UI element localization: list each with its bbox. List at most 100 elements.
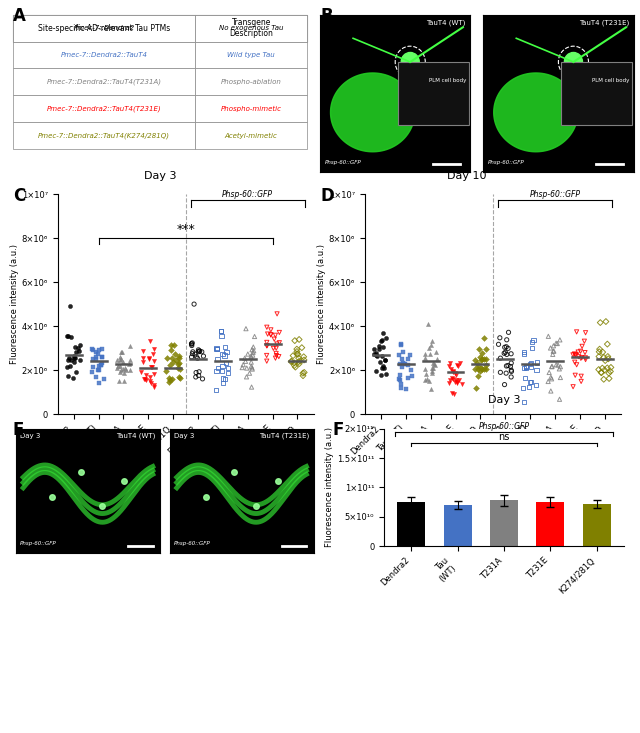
Point: [164, 372, 174, 384]
Point: [262, 340, 272, 352]
Point: [91, 352, 101, 364]
Point: [174, 350, 184, 362]
Polygon shape: [493, 73, 578, 152]
Point: [195, 345, 205, 357]
Point: [596, 367, 607, 379]
Text: Acetyl-mimetic: Acetyl-mimetic: [225, 133, 278, 139]
Point: [444, 377, 454, 389]
Text: TauT4 (WT): TauT4 (WT): [426, 19, 466, 26]
Point: [506, 357, 516, 369]
Point: [274, 350, 284, 362]
Point: [405, 350, 415, 361]
Point: [186, 338, 196, 350]
Text: Phsp-60::GFP: Phsp-60::GFP: [479, 422, 529, 431]
Point: [93, 364, 103, 376]
Point: [526, 376, 536, 388]
Point: [250, 331, 260, 342]
Polygon shape: [330, 73, 415, 152]
Point: [378, 342, 388, 353]
Point: [71, 346, 81, 358]
Point: [519, 346, 529, 358]
Point: [604, 372, 614, 384]
Point: [287, 356, 297, 367]
Circle shape: [564, 53, 582, 71]
Point: [529, 334, 539, 345]
Point: [380, 354, 390, 366]
Text: PLM cell body: PLM cell body: [429, 78, 466, 83]
Point: [269, 334, 279, 345]
Point: [556, 361, 566, 372]
Point: [576, 375, 586, 387]
Point: [519, 347, 529, 359]
Point: [481, 343, 491, 355]
Point: [369, 343, 380, 355]
Y-axis label: Fluorescence intensity (a.u.): Fluorescence intensity (a.u.): [317, 244, 326, 364]
Point: [475, 350, 485, 362]
Point: [69, 352, 79, 364]
Point: [288, 350, 298, 361]
Point: [125, 364, 135, 376]
Point: [470, 364, 480, 375]
Point: [395, 375, 405, 386]
Text: Phsp-60::GFP: Phsp-60::GFP: [529, 191, 580, 199]
Point: [147, 361, 157, 372]
Point: [372, 350, 382, 362]
Text: F: F: [333, 421, 344, 440]
Point: [450, 367, 460, 379]
Point: [118, 367, 129, 379]
Text: Day 3: Day 3: [20, 432, 41, 438]
Point: [124, 358, 134, 369]
Point: [118, 356, 129, 368]
Point: [472, 360, 483, 372]
Point: [274, 337, 284, 349]
Point: [291, 361, 301, 373]
Point: [531, 364, 541, 375]
Bar: [195, 42, 307, 68]
Point: [420, 369, 431, 380]
Point: [138, 373, 148, 385]
Point: [603, 350, 613, 362]
Point: [499, 379, 509, 391]
Point: [479, 363, 490, 375]
Point: [499, 347, 509, 359]
Point: [403, 358, 413, 370]
Point: [168, 356, 178, 368]
Point: [380, 355, 390, 366]
Point: [248, 341, 259, 353]
Point: [447, 387, 457, 399]
Point: [445, 364, 456, 375]
Bar: [13, 15, 195, 42]
Point: [70, 341, 80, 353]
Point: [71, 366, 81, 377]
Point: [248, 350, 258, 361]
Point: [197, 373, 207, 385]
Text: Day 3: Day 3: [144, 171, 176, 181]
Point: [191, 366, 201, 378]
Point: [427, 364, 437, 376]
Point: [427, 336, 437, 347]
Point: [521, 361, 531, 373]
Point: [70, 352, 81, 364]
Point: [600, 364, 610, 376]
Point: [161, 353, 172, 364]
Point: [62, 331, 72, 342]
Point: [91, 353, 101, 365]
Bar: [583, 504, 611, 546]
Point: [271, 347, 281, 359]
Point: [266, 324, 276, 336]
Point: [598, 346, 608, 358]
Point: [262, 356, 272, 367]
Point: [448, 374, 458, 386]
Point: [161, 365, 172, 377]
Point: [521, 361, 531, 373]
Point: [525, 376, 535, 388]
Circle shape: [401, 53, 419, 71]
Point: [377, 334, 387, 346]
Bar: [13, 15, 195, 42]
Point: [495, 332, 505, 344]
Point: [445, 358, 456, 369]
Point: [401, 383, 411, 394]
Point: [62, 361, 72, 373]
Point: [167, 373, 177, 385]
Point: [164, 377, 174, 388]
